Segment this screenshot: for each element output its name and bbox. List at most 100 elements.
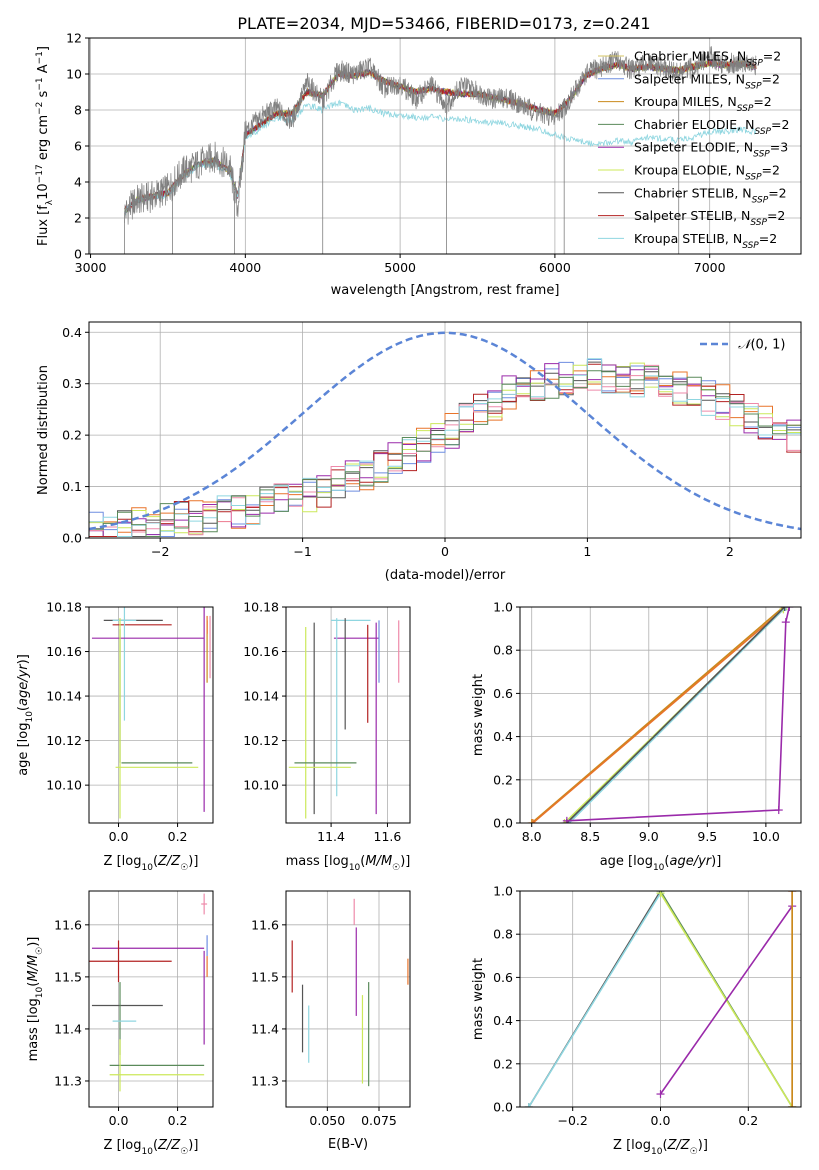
chart-age_vs_Z: 0.0 0.2 10.10 10.12 10.14 10.16 10.18 Z [log10(… [16, 600, 214, 873]
x-axis-label: Z [log10(Z/Z☉)] [613, 1138, 708, 1157]
plus-marker [656, 1090, 665, 1099]
y-tick-label: 0.0 [493, 1100, 513, 1115]
y-axis-label: mass weight [471, 674, 486, 756]
y-tick-label: 0.1 [62, 479, 82, 494]
axes-frame [285, 606, 411, 824]
x-tick-label: 0.2 [168, 1113, 188, 1128]
y-tick-label: 8 [74, 103, 82, 118]
y-tick-label: 0.4 [62, 325, 82, 340]
y-tick-label: 2 [74, 211, 82, 226]
y-tick-label: 1.0 [493, 884, 513, 899]
plus-marker [788, 1103, 797, 1107]
y-tick-label: 10 [66, 67, 82, 82]
y-tick-label: 0.2 [493, 772, 513, 787]
errorbar-point [112, 607, 137, 721]
y-tick-label: 10.18 [46, 600, 82, 615]
x-tick-label: 0.0 [109, 1113, 129, 1128]
y-tick-label: 10.16 [46, 644, 82, 659]
y-axis-label: age [log10(age/yr)] [16, 654, 35, 776]
gaussian-curve [89, 331, 801, 531]
cumulative-line-orange [532, 608, 784, 823]
plot-area-age_vs_Z [91, 607, 211, 819]
axes-frame [88, 890, 214, 1108]
legend-label: Chabrier ELODIE, NSSP=2 [634, 117, 789, 137]
histogram-chabrier_elodie [89, 366, 801, 538]
x-tick-label: 8.5 [580, 829, 600, 844]
legend-label: Salpeter STELIB, NSSP=2 [634, 208, 785, 228]
x-tick-label: 0.2 [738, 1113, 758, 1128]
y-tick-label: 11.3 [54, 1073, 82, 1088]
cumulative-line-kroupa_stelib [568, 607, 787, 823]
x-tick-label: 6000 [539, 260, 571, 275]
x-tick-label: 0.050 [309, 1113, 345, 1128]
x-axis-label: mass [log10(M/M☉)] [286, 854, 411, 873]
x-tick-label: 11.4 [317, 829, 345, 844]
x-tick-label: 10.0 [752, 829, 780, 844]
y-tick-label: 0.6 [493, 686, 513, 701]
x-tick-label: 3000 [75, 260, 107, 275]
y-axis-label: mass [log10(M/M☉)] [26, 937, 45, 1062]
x-tick-label: 5000 [384, 260, 416, 275]
x-tick-label: 4000 [229, 260, 261, 275]
x-tick-label: 0.075 [361, 1113, 397, 1128]
y-axis-label: Flux [fλ10−17 erg cm−2 s−1 A−1] [35, 46, 55, 246]
y-tick-label: 11.6 [54, 917, 82, 932]
y-tick-label: 12 [66, 31, 82, 46]
plot-area-mass_vs_ebv [291, 898, 409, 1087]
y-tick-label: 10.14 [243, 689, 279, 704]
plus-marker [656, 891, 665, 898]
legend-label: Salpeter MILES, NSSP=2 [634, 71, 780, 91]
y-tick-label: 10.12 [46, 733, 82, 748]
cumulative-line-kroupa_miles [531, 607, 784, 823]
y-tick-label: 4 [74, 175, 82, 190]
x-tick-label: 11.6 [374, 829, 402, 844]
axes-frame [88, 606, 214, 824]
y-tick-label: 1.0 [493, 600, 513, 615]
x-axis-label: Z [log10(Z/Z☉)] [104, 1138, 199, 1157]
y-tick-label: 11.5 [54, 969, 82, 984]
y-tick-label: 0.0 [493, 816, 513, 831]
plus-marker [781, 607, 790, 611]
y-tick-label: 10.16 [243, 644, 279, 659]
axes-frame [285, 890, 411, 1108]
cumulative-line-salpeter_elodie [566, 607, 791, 822]
errorbar-point [201, 893, 208, 915]
y-tick-label: 0.8 [493, 643, 513, 658]
plus-marker [780, 607, 789, 611]
x-tick-label: 7000 [694, 260, 726, 275]
legend-label: Kroupa ELODIE, NSSP=2 [634, 163, 780, 183]
legend-label: Chabrier STELIB, NSSP=2 [634, 185, 787, 205]
chart-mass_vs_ebv: 0.050 0.075 11.3 11.4 11.5 11.6 E(B-V) [251, 890, 411, 1152]
cumulative-line-chabrier_stelib [566, 607, 786, 823]
x-tick-label: 9.0 [639, 829, 659, 844]
legend: 𝒩(0, 1) [700, 338, 785, 353]
y-tick-label: 10.12 [243, 733, 279, 748]
x-tick-label: −2 [151, 544, 169, 559]
axes-frame [519, 606, 802, 824]
data-line [124, 46, 757, 225]
x-tick-label: 2 [726, 544, 734, 559]
legend-label: Chabrier MILES, NSSP=2 [634, 49, 781, 69]
y-tick-label: 0.2 [493, 1056, 513, 1071]
x-tick-label: −0.2 [558, 1113, 588, 1128]
y-tick-label: 0.8 [493, 927, 513, 942]
x-tick-label: 0 [441, 544, 449, 559]
x-axis-label: E(B-V) [328, 1137, 368, 1152]
x-axis-label: (data-model)/error [385, 568, 506, 583]
legend-label: Salpeter ELODIE, NSSP=3 [634, 140, 788, 160]
y-tick-label: 0.2 [62, 428, 82, 443]
y-axis-label: Normed distribution [36, 365, 51, 495]
y-tick-label: 11.3 [251, 1073, 279, 1088]
figure-title: PLATE=2034, MJD=53466, FIBERID=0173, z=0… [237, 14, 650, 33]
chart-cum_mass_vs_Z: −0.2 0.0 0.2 0.0 0.2 0.4 0.6 0.8 1.0 Z [log10(Z/Z… [471, 884, 802, 1157]
y-tick-label: 0.4 [493, 1013, 513, 1028]
y-tick-label: 11.4 [54, 1021, 82, 1036]
x-tick-label: 0.0 [651, 1113, 671, 1128]
x-tick-label: 8.0 [522, 829, 542, 844]
y-tick-label: 10.18 [243, 600, 279, 615]
y-tick-label: 6 [74, 139, 82, 154]
x-axis-label: age [log10(age/yr)] [600, 854, 722, 873]
chart-residuals: −2 −1 0 1 2 0.0 0.1 0.2 0.3 0.4 (data-model)/error… [36, 321, 802, 583]
chart-mass_vs_Z: 0.0 0.2 11.3 11.4 11.5 11.6 Z [log10(Z/Z☉)] mas… [26, 890, 214, 1157]
plot-area-spectrum [124, 46, 757, 254]
